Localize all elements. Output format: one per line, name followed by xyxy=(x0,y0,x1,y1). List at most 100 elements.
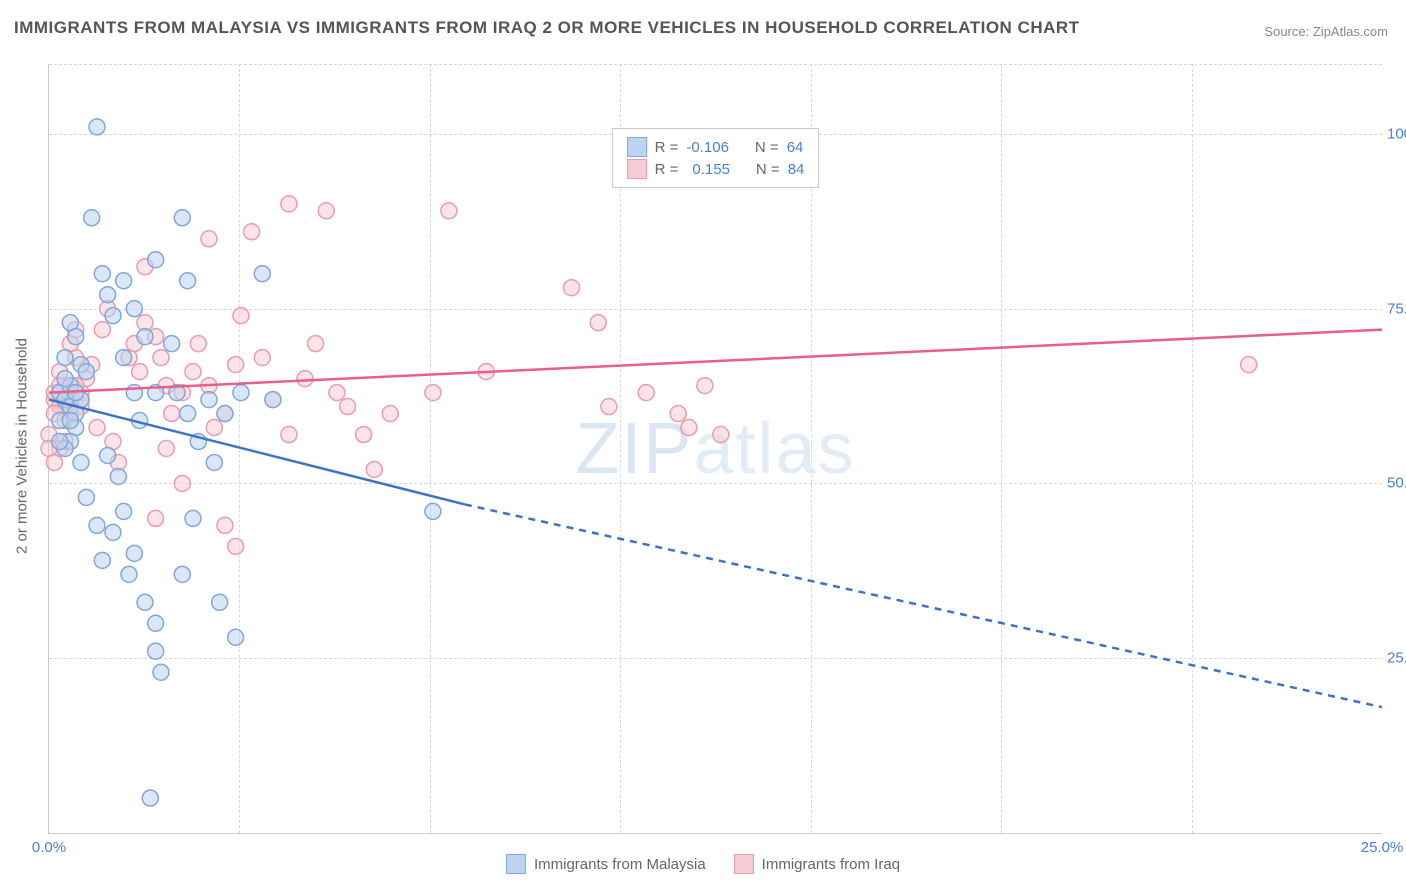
swatch-iraq xyxy=(627,159,647,179)
scatter-point xyxy=(89,119,105,135)
scatter-point xyxy=(697,378,713,394)
scatter-point xyxy=(228,538,244,554)
scatter-point xyxy=(116,273,132,289)
y-tick-label: 75.0% xyxy=(1387,300,1406,317)
scatter-point xyxy=(110,468,126,484)
scatter-point xyxy=(681,420,697,436)
scatter-point xyxy=(57,350,73,366)
scatter-point xyxy=(382,406,398,422)
scatter-point xyxy=(201,392,217,408)
scatter-point xyxy=(254,350,270,366)
scatter-point xyxy=(564,280,580,296)
r-label: R = xyxy=(655,161,679,178)
scatter-point xyxy=(105,308,121,324)
scatter-point xyxy=(233,385,249,401)
scatter-point xyxy=(201,231,217,247)
scatter-point xyxy=(185,364,201,380)
scatter-point xyxy=(281,427,297,443)
scatter-point xyxy=(329,385,345,401)
scatter-point xyxy=(100,447,116,463)
scatter-point xyxy=(52,434,68,450)
scatter-point xyxy=(228,629,244,645)
scatter-point xyxy=(670,406,686,422)
scatter-point xyxy=(89,420,105,436)
y-tick-label: 100.0% xyxy=(1387,125,1406,142)
n-value-malaysia: 64 xyxy=(787,139,804,156)
swatch-malaysia xyxy=(627,137,647,157)
scatter-point xyxy=(46,454,62,470)
scatter-point xyxy=(265,392,281,408)
scatter-point xyxy=(1241,357,1257,373)
n-label: N = xyxy=(756,161,780,178)
scatter-point xyxy=(174,210,190,226)
r-label: R = xyxy=(655,139,679,156)
scatter-point xyxy=(126,545,142,561)
n-label: N = xyxy=(755,139,779,156)
scatter-point xyxy=(148,510,164,526)
scatter-point xyxy=(153,350,169,366)
swatch-iraq xyxy=(734,854,754,874)
swatch-malaysia xyxy=(506,854,526,874)
scatter-point xyxy=(57,371,73,387)
scatter-point xyxy=(73,454,89,470)
scatter-point xyxy=(190,336,206,352)
scatter-point xyxy=(174,566,190,582)
source-attribution: Source: ZipAtlas.com xyxy=(1264,24,1388,39)
scatter-point xyxy=(425,503,441,519)
scatter-point xyxy=(116,503,132,519)
x-tick-label: 0.0% xyxy=(32,839,66,856)
scatter-point xyxy=(244,224,260,240)
scatter-point xyxy=(158,441,174,457)
stats-row-malaysia: R = -0.106 N = 64 xyxy=(627,137,805,157)
scatter-point xyxy=(638,385,654,401)
legend-item-malaysia: Immigrants from Malaysia xyxy=(506,854,706,874)
scatter-point xyxy=(132,364,148,380)
scatter-point xyxy=(126,301,142,317)
legend-label-malaysia: Immigrants from Malaysia xyxy=(534,856,706,873)
scatter-point xyxy=(78,364,94,380)
y-axis-label: 2 or more Vehicles in Household xyxy=(14,338,31,554)
chart-container: IMMIGRANTS FROM MALAYSIA VS IMMIGRANTS F… xyxy=(0,0,1406,892)
scatter-point xyxy=(78,489,94,505)
scatter-point xyxy=(233,308,249,324)
x-tick-label: 25.0% xyxy=(1361,839,1404,856)
scatter-point xyxy=(62,413,78,429)
scatter-point xyxy=(425,385,441,401)
legend-item-iraq: Immigrants from Iraq xyxy=(734,854,900,874)
legend-label-iraq: Immigrants from Iraq xyxy=(762,856,900,873)
scatter-point xyxy=(100,287,116,303)
scatter-point xyxy=(713,427,729,443)
scatter-point xyxy=(601,399,617,415)
scatter-point xyxy=(137,329,153,345)
scatter-point xyxy=(180,406,196,422)
scatter-point xyxy=(297,371,313,387)
stats-row-iraq: R = 0.155 N = 84 xyxy=(627,159,805,179)
source-value: ZipAtlas.com xyxy=(1313,24,1388,39)
scatter-point xyxy=(153,664,169,680)
chart-title: IMMIGRANTS FROM MALAYSIA VS IMMIGRANTS F… xyxy=(14,18,1080,38)
scatter-point xyxy=(94,266,110,282)
scatter-point xyxy=(164,406,180,422)
n-value-iraq: 84 xyxy=(788,161,805,178)
scatter-point xyxy=(148,643,164,659)
scatter-point xyxy=(281,196,297,212)
r-value-iraq: 0.155 xyxy=(692,161,730,178)
scatter-point xyxy=(217,517,233,533)
scatter-point xyxy=(366,461,382,477)
scatter-point xyxy=(94,322,110,338)
trend-line xyxy=(49,330,1382,393)
scatter-point xyxy=(308,336,324,352)
scatter-point xyxy=(228,357,244,373)
source-label: Source: xyxy=(1264,24,1309,39)
scatter-point xyxy=(105,524,121,540)
scatter-point xyxy=(126,385,142,401)
scatter-point xyxy=(68,329,84,345)
stats-legend: R = -0.106 N = 64 R = 0.155 N = 84 xyxy=(612,128,820,188)
scatter-point xyxy=(89,517,105,533)
scatter-point xyxy=(180,273,196,289)
r-value-malaysia: -0.106 xyxy=(686,139,729,156)
scatter-point xyxy=(121,566,137,582)
y-tick-label: 50.0% xyxy=(1387,475,1406,492)
scatter-point xyxy=(340,399,356,415)
scatter-point xyxy=(206,420,222,436)
